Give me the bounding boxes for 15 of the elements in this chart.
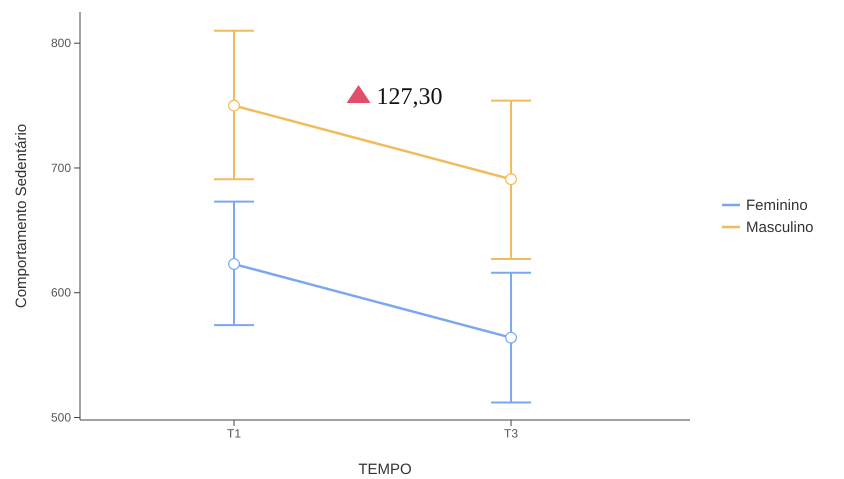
- point: [505, 173, 517, 186]
- legend-label: Masculino: [746, 219, 814, 236]
- y-axis-title: Comportamento Sedentário: [13, 124, 30, 308]
- legend-label: Feminino: [746, 197, 808, 214]
- y-tick-label: 800: [50, 36, 72, 50]
- point: [228, 258, 240, 270]
- x-tick-label: T1: [227, 426, 242, 441]
- y-tick-label: 500: [50, 410, 72, 424]
- point: [505, 332, 517, 344]
- point: [228, 100, 240, 112]
- x-tick-label: T3: [504, 426, 518, 441]
- annotation: 127,30: [376, 84, 443, 110]
- y-tick-label: 600: [50, 286, 72, 300]
- y-tick-label: 700: [50, 160, 72, 175]
- x-axis-title: TEMPO: [358, 461, 412, 478]
